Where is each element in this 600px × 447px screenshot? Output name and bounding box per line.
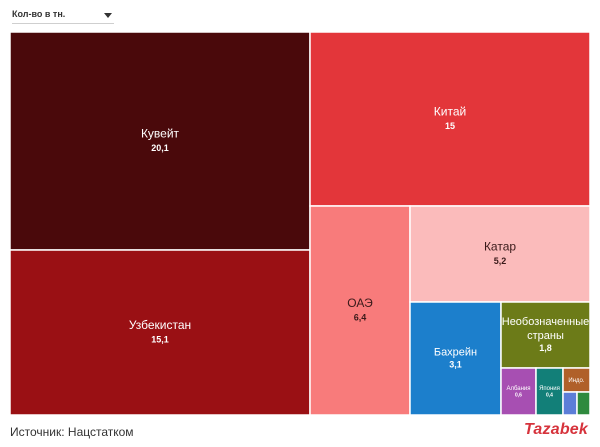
tile-label-uzbekistan: Узбекистан [129,318,191,332]
tazabek-logo: Tazabek [524,421,588,438]
tile-label-kuwait: Кувейт [141,127,180,141]
tile-japan[interactable] [535,367,564,416]
chevron-down-icon [104,13,112,18]
tile-value-uzbekistan: 15,1 [151,334,169,344]
tile-value-albania: 0,6 [515,392,522,398]
tile-kuwait[interactable] [9,31,311,251]
tile-bahrain[interactable] [409,301,502,416]
tile-label-bahrain: Бахрейн [434,346,477,358]
tile-value-uae: 6,4 [354,312,367,322]
tile-value-qatar: 5,2 [494,256,507,266]
tile-other-10[interactable] [562,391,578,416]
tile-albania[interactable] [500,367,537,416]
tile-other-11[interactable] [576,391,591,416]
tile-uae[interactable] [309,205,411,416]
tile-label-albania: Албания [506,386,530,392]
tile-value-bahrain: 3,1 [449,360,462,370]
tile-value-kuwait: 20,1 [151,143,169,153]
tile-qatar[interactable] [409,205,591,303]
tile-value-japan: 0,4 [546,392,553,398]
tile-china[interactable] [309,31,591,207]
dropdown-selected-label: Кол-во в тн. [12,9,66,19]
tile-label-china: Китай [434,105,466,119]
source-note: Источник: Нацстатком [10,425,134,439]
tile-label-uae: ОАЭ [347,296,373,310]
tile-label-qatar: Катар [484,240,516,254]
tile-label-unspecified: страны [527,330,564,342]
tile-value-china: 15 [445,121,455,131]
tile-label-unspecified: Необозначенные [502,316,590,328]
measure-dropdown[interactable]: Кол-во в тн. [12,7,114,24]
tile-label-japan: Япония [539,386,560,392]
tile-value-unspecified: 1,8 [539,343,552,353]
tile-uzbekistan[interactable] [9,249,311,416]
tile-label-indonesia: Индо. [568,378,584,384]
